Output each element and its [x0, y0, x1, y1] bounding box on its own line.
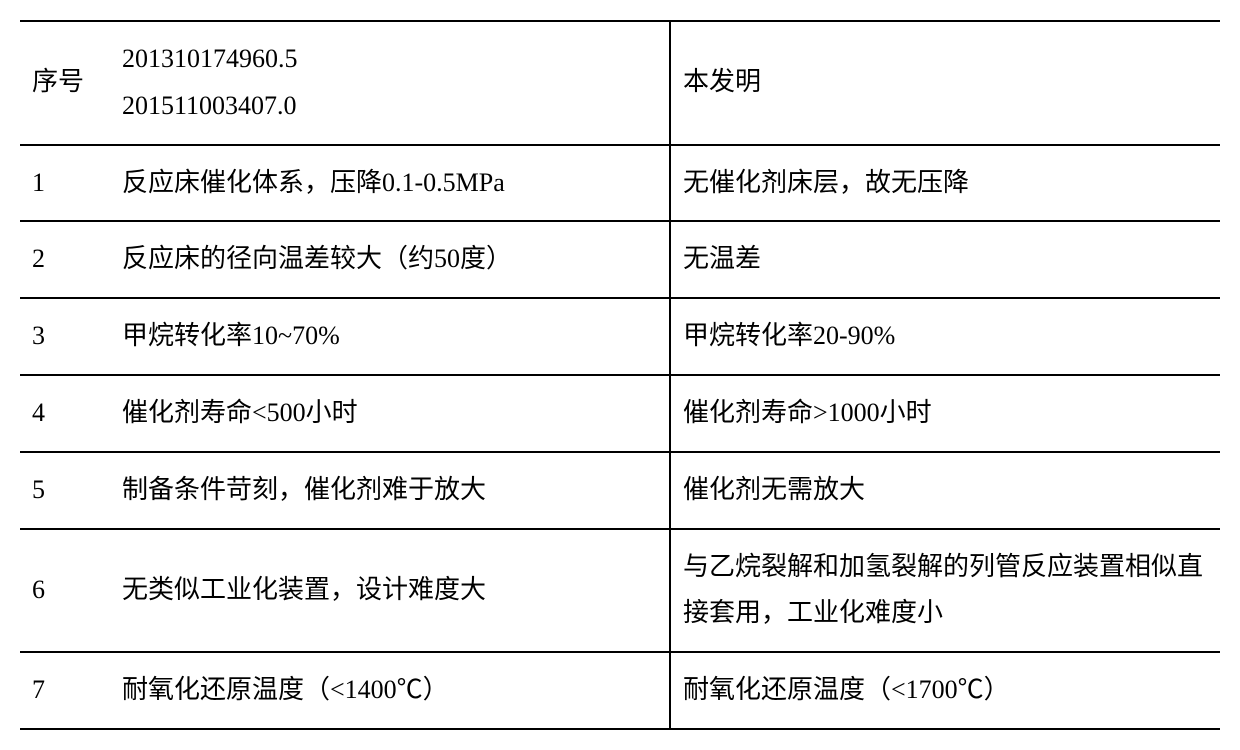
row-right: 无温差	[670, 222, 1220, 298]
table-row: 4 催化剂寿命<500小时 催化剂寿命>1000小时	[20, 376, 1220, 452]
header-seq: 序号	[20, 22, 110, 145]
table-body: 序号 201310174960.5 201511003407.0 本发明 1 反…	[20, 21, 1220, 730]
row-left: 甲烷转化率10~70%	[110, 299, 670, 375]
row-right: 无催化剂床层，故无压降	[670, 146, 1220, 222]
row-right: 耐氧化还原温度（<1700℃）	[670, 653, 1220, 729]
table-row: 5 制备条件苛刻，催化剂难于放大 催化剂无需放大	[20, 453, 1220, 529]
table-row: 1 反应床催化体系，压降0.1-0.5MPa 无催化剂床层，故无压降	[20, 146, 1220, 222]
row-right: 催化剂无需放大	[670, 453, 1220, 529]
row-right: 与乙烷裂解和加氢裂解的列管反应装置相似直接套用，工业化难度小	[670, 530, 1220, 653]
row-right: 甲烷转化率20-90%	[670, 299, 1220, 375]
row-left: 反应床的径向温差较大（约50度）	[110, 222, 670, 298]
row-left: 无类似工业化装置，设计难度大	[110, 530, 670, 653]
table-header-row: 序号 201310174960.5 201511003407.0 本发明	[20, 22, 1220, 145]
header-right: 本发明	[670, 22, 1220, 145]
row-seq: 3	[20, 299, 110, 375]
row-right: 催化剂寿命>1000小时	[670, 376, 1220, 452]
table-row: 6 无类似工业化装置，设计难度大 与乙烷裂解和加氢裂解的列管反应装置相似直接套用…	[20, 530, 1220, 653]
table-row: 7 耐氧化还原温度（<1400℃） 耐氧化还原温度（<1700℃）	[20, 653, 1220, 729]
row-left: 制备条件苛刻，催化剂难于放大	[110, 453, 670, 529]
row-seq: 5	[20, 453, 110, 529]
table-row: 3 甲烷转化率10~70% 甲烷转化率20-90%	[20, 299, 1220, 375]
row-seq: 4	[20, 376, 110, 452]
table-row: 2 反应床的径向温差较大（约50度） 无温差	[20, 222, 1220, 298]
row-left: 反应床催化体系，压降0.1-0.5MPa	[110, 146, 670, 222]
row-left: 耐氧化还原温度（<1400℃）	[110, 653, 670, 729]
row-left: 催化剂寿命<500小时	[110, 376, 670, 452]
rule-bottom	[20, 729, 1220, 730]
row-seq: 6	[20, 530, 110, 653]
row-seq: 1	[20, 146, 110, 222]
comparison-table: 序号 201310174960.5 201511003407.0 本发明 1 反…	[20, 20, 1220, 730]
row-seq: 7	[20, 653, 110, 729]
header-left-line2: 201511003407.0	[122, 83, 657, 130]
header-left-line1: 201310174960.5	[122, 36, 657, 83]
row-seq: 2	[20, 222, 110, 298]
header-left: 201310174960.5 201511003407.0	[110, 22, 670, 145]
